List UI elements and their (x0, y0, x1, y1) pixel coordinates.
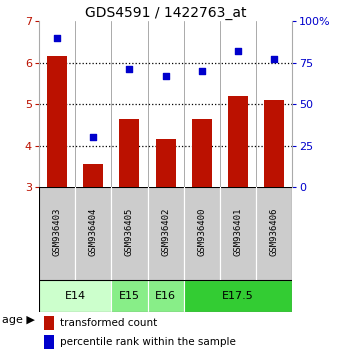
Bar (44, 335, 53, 349)
Point (163, 73, 168, 79)
Text: E17.5: E17.5 (222, 291, 254, 301)
Bar (47, 57, 67, 187)
Bar (184, 280, 292, 312)
Text: GSM936404: GSM936404 (89, 208, 98, 256)
Bar (39, 280, 111, 312)
Bar (220, 187, 256, 280)
Text: percentile rank within the sample: percentile rank within the sample (61, 337, 236, 347)
Bar (147, 187, 184, 280)
Text: transformed count: transformed count (61, 318, 158, 328)
Text: E14: E14 (65, 291, 86, 301)
Text: age ▶: age ▶ (2, 315, 34, 325)
Point (91, 135, 96, 140)
Text: GSM936400: GSM936400 (197, 208, 206, 256)
Bar (39, 187, 75, 280)
Bar (264, 100, 284, 187)
Point (271, 57, 277, 62)
Bar (111, 280, 147, 312)
Bar (256, 187, 292, 280)
Bar (147, 280, 184, 312)
Title: GDS4591 / 1422763_at: GDS4591 / 1422763_at (85, 6, 246, 20)
Bar (111, 187, 147, 280)
Text: GSM936401: GSM936401 (234, 208, 243, 256)
Text: GSM936406: GSM936406 (270, 208, 279, 256)
Point (235, 48, 241, 54)
Bar (192, 119, 212, 187)
Text: GSM936403: GSM936403 (52, 208, 62, 256)
Text: E16: E16 (155, 291, 176, 301)
Bar (184, 187, 220, 280)
Bar (44, 316, 53, 330)
Bar (83, 164, 103, 187)
Bar (119, 119, 139, 187)
Text: E15: E15 (119, 291, 140, 301)
Bar (156, 139, 175, 187)
Bar (228, 96, 248, 187)
Point (54, 35, 60, 41)
Bar (75, 187, 111, 280)
Point (199, 68, 204, 74)
Text: GSM936405: GSM936405 (125, 208, 134, 256)
Text: GSM936402: GSM936402 (161, 208, 170, 256)
Point (127, 67, 132, 72)
